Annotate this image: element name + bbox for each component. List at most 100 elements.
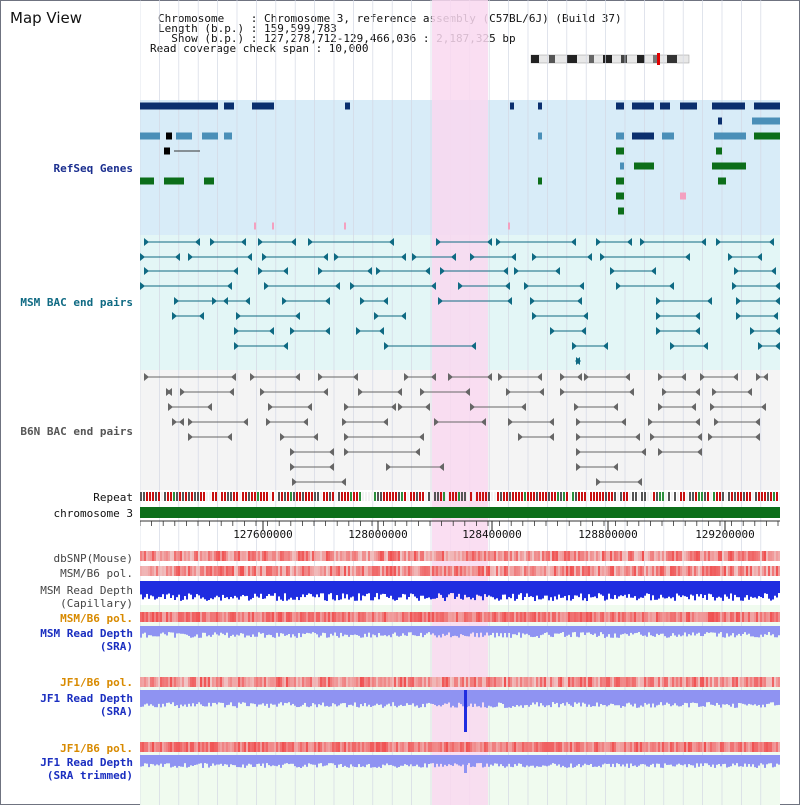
jf1-depth-trimmed-bar [726,755,728,768]
jf1-b6-pol-cell [220,677,222,687]
msm-b6-pol-cell [450,566,452,576]
jf1-b6-pol-cell [182,677,184,687]
repeat-block [308,492,310,501]
jf1-depth-sra-bar [344,690,346,704]
msm-depth-capillary-bar [684,581,686,597]
jf1-depth-sra-bar [212,690,214,703]
msm-b6-pol-cell [430,566,432,576]
msm-b6-pol-cell [688,566,690,576]
dbsnp-cell [710,551,712,561]
jf1-depth-sra-bar [510,690,512,708]
msm-b6-pol-2-cell [684,612,686,622]
jf1-depth-trimmed-bar [352,755,354,767]
msm-depth-sra-bar [466,626,468,637]
jf1-b6-pol-2-cell [226,742,228,752]
msm-bac-pair-end [503,267,508,275]
jf1-b6-pol-2-cell [346,742,348,752]
dbsnp-cell [262,551,264,561]
msm-b6-pol-cell [246,566,248,576]
msm-b6-pol-2-cell [566,612,568,622]
msm-b6-pol-2-cell [170,612,172,622]
jf1-b6-pol-2-cell [610,742,612,752]
refseq-gene [140,132,160,140]
msm-bac-pair-end [325,297,330,305]
jf1-depth-trimmed-bar [700,755,702,764]
msm-depth-capillary-bar [678,581,680,596]
msm-depth-sra-bar [772,626,774,635]
jf1-b6-pol-2-cell [486,742,488,752]
msm-depth-sra-bar [698,626,700,633]
msm-b6-pol-2-cell [420,612,422,622]
repeat-block [611,492,613,501]
jf1-b6-pol-2-cell [450,742,452,752]
b6n-bac-pair-end [295,373,300,381]
msm-b6-pol-2-cell [274,612,276,622]
jf1-b6-pol-cell [442,677,444,687]
msm-b6-pol-2-cell [332,612,334,622]
dbsnp-cell [760,551,762,561]
b6n-bac-pair-end [577,373,582,381]
chromosome-ideogram[interactable] [529,53,691,65]
jf1-depth-trimmed-bar [648,755,650,767]
msm-b6-pol-2-cell [296,612,298,622]
jf1-b6-pol-cell [596,677,598,687]
b6n-bac-pair-end [658,403,663,411]
msm-b6-pol-cell [596,566,598,576]
jf1-depth-sra-bar [536,690,538,703]
jf1-depth-trimmed-bar [650,755,652,765]
jf1-depth-trimmed-bar [522,755,524,767]
msm-b6-pol-cell [280,566,282,576]
dbsnp-cell [638,551,640,561]
msm-b6-pol-2-cell [408,612,410,622]
msm-depth-sra-bar [530,626,532,637]
msm-bac-pair-end [234,327,239,335]
label-msm-depth-capillary: MSM Read Depth (Capillary) [40,584,133,610]
jf1-b6-pol-2-cell [208,742,210,752]
msm-depth-sra-bar [166,626,168,636]
dbsnp-cell [772,551,774,561]
jf1-depth-sra-bar [168,690,170,703]
dbsnp-cell [762,551,764,561]
msm-depth-sra-bar [758,626,760,638]
jf1-b6-pol-2-cell [622,742,624,752]
msm-b6-pol-2-cell [692,612,694,622]
msm-depth-sra-bar [176,626,178,634]
dbsnp-cell [362,551,364,561]
msm-b6-pol-cell [570,566,572,576]
jf1-b6-pol-cell [700,677,702,687]
jf1-b6-pol-2-cell [366,742,368,752]
jf1-b6-pol-cell [146,677,148,687]
b6n-bac-pair-end [508,418,513,426]
jf1-depth-trimmed-bar [262,755,264,764]
msm-depth-sra-bar [304,626,306,635]
msm-b6-pol-2-cell [644,612,646,622]
dbsnp-cell [364,551,366,561]
msm-b6-pol-2-cell [576,612,578,622]
msm-depth-capillary-bar [366,581,368,594]
jf1-b6-pol-2-cell [336,742,338,752]
dbsnp-cell [618,551,620,561]
msm-depth-capillary-bar [398,581,400,598]
msm-b6-pol-cell [520,566,522,576]
jf1-b6-pol-cell [228,677,230,687]
msm-b6-pol-2-cell [596,612,598,622]
msm-b6-pol-cell [530,566,532,576]
msm-b6-pol-cell [300,566,302,576]
jf1-b6-pol-2-cell [688,742,690,752]
repeat-block [365,492,367,501]
repeat-block [218,492,220,501]
jf1-depth-sra-bar [336,690,338,707]
jf1-b6-pol-cell [606,677,608,687]
jf1-depth-trimmed-bar [764,755,766,768]
dbsnp-cell [508,551,510,561]
jf1-depth-trimmed-bar [140,755,142,767]
dbsnp-cell [146,551,148,561]
genome-track-plot[interactable]: 127600000 128000000 128400000 128800000 1292… [140,0,780,805]
msm-b6-pol-2-cell [506,612,508,622]
jf1-depth-sra-bar [426,690,428,704]
dbsnp-cell [372,551,374,561]
msm-b6-pol-cell [484,566,486,576]
msm-depth-sra-bar [220,626,222,633]
msm-b6-pol-cell [216,566,218,576]
jf1-b6-pol-cell [268,677,270,687]
